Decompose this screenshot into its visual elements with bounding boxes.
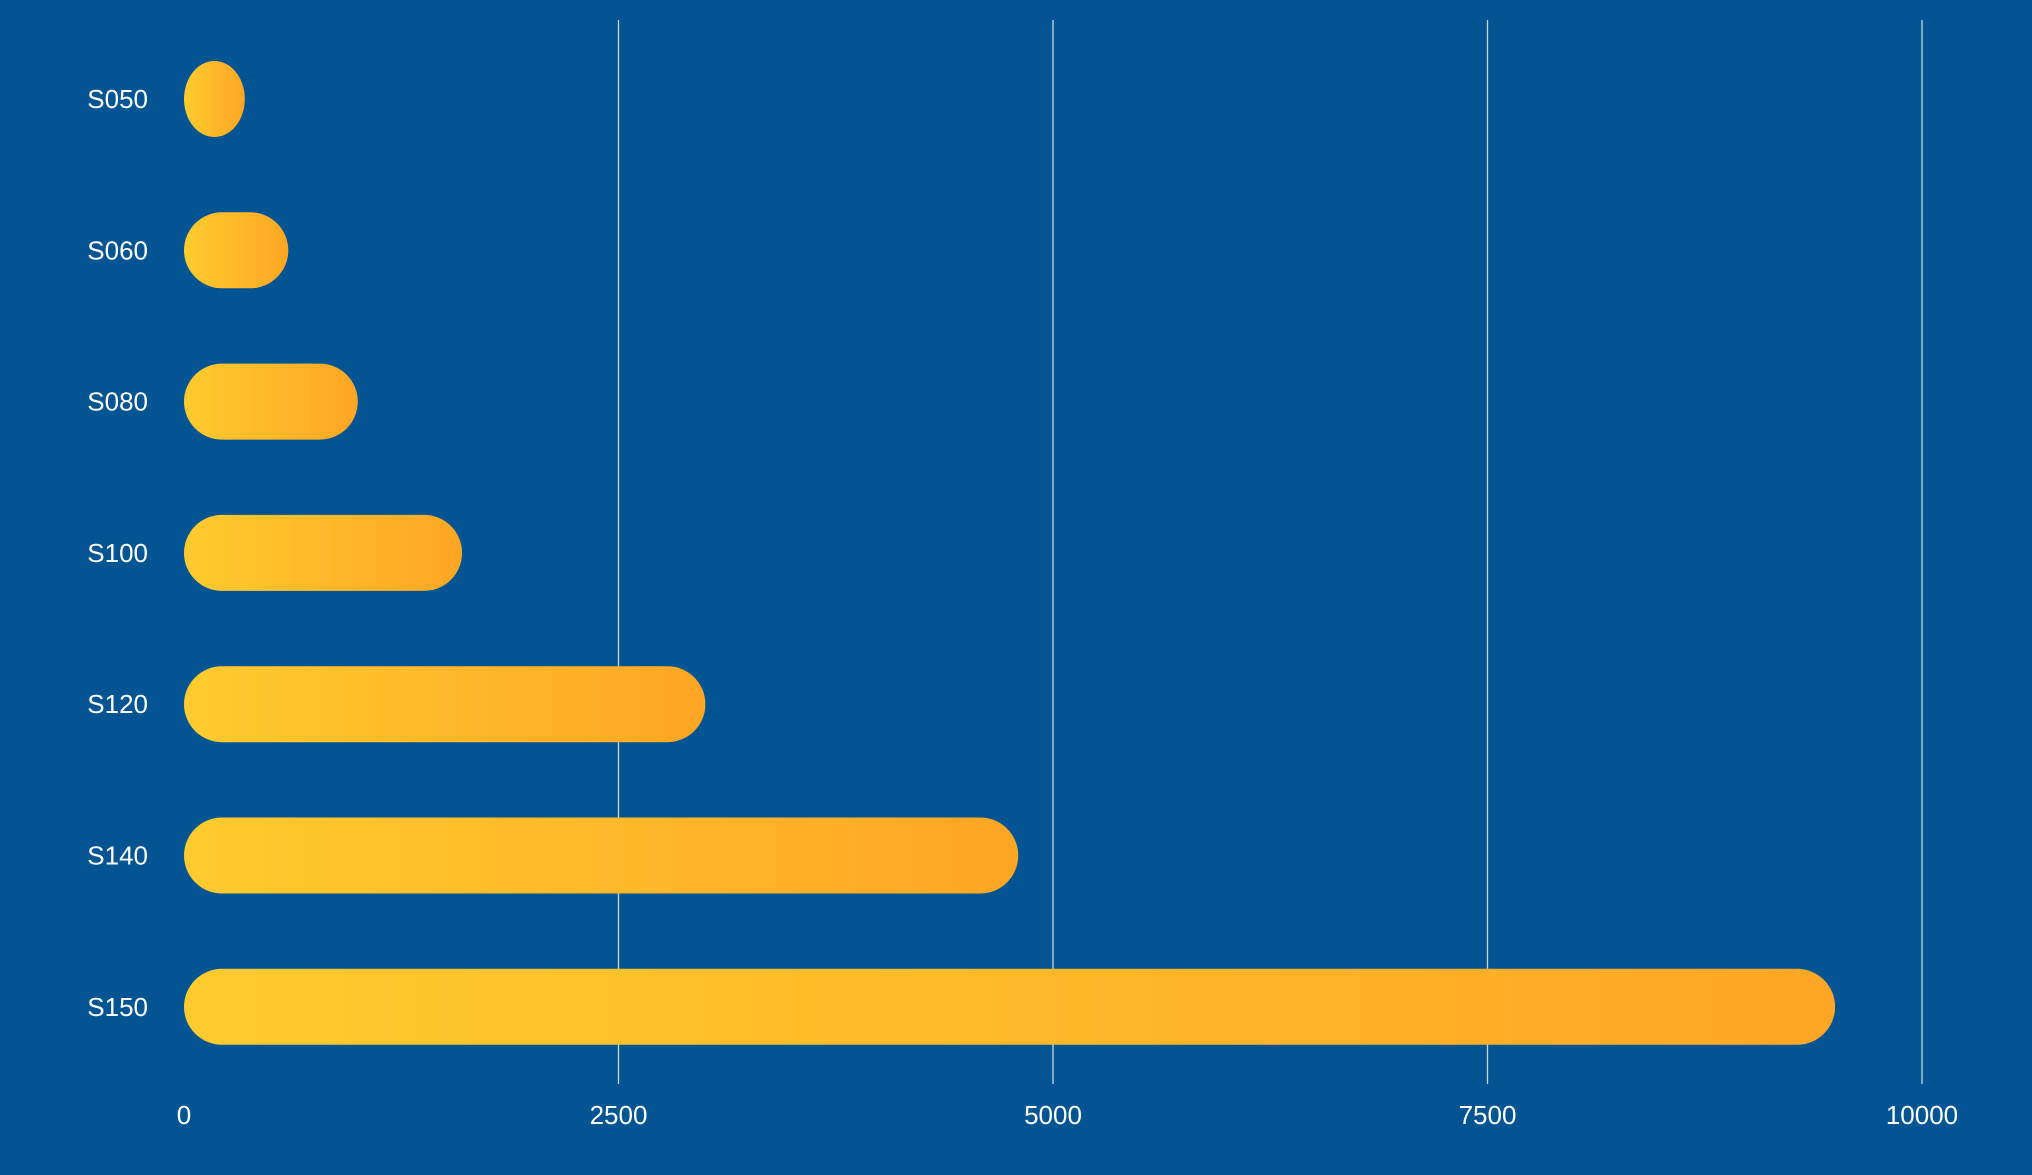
category-label-S080: S080: [87, 387, 148, 417]
category-label-S150: S150: [87, 992, 148, 1022]
gridlines: [617, 20, 1923, 1084]
bar-S150: [184, 968, 1836, 1045]
category-label-S060: S060: [87, 235, 148, 265]
bars: [184, 61, 1836, 1045]
category-label-S050: S050: [87, 84, 148, 114]
category-label-S100: S100: [87, 538, 148, 568]
bar-S080: [184, 363, 358, 440]
bar-S120: [184, 666, 706, 743]
bar-S050: [184, 61, 245, 137]
category-labels: S050 S060 S080 S100 S120 S140 S150: [87, 84, 148, 1022]
bar-S100: [184, 514, 463, 591]
bar-S140: [184, 817, 1019, 894]
x-tick-label: 7500: [1459, 1100, 1517, 1130]
x-tick-label: 10000: [1886, 1100, 1958, 1130]
bar-S060: [184, 212, 289, 289]
category-label-S140: S140: [87, 841, 148, 871]
category-label-S120: S120: [87, 689, 148, 719]
x-tick-label: 2500: [590, 1100, 648, 1130]
x-tick-label: 0: [177, 1100, 191, 1130]
x-axis-tick-labels: 0 2500 5000 7500 10000: [177, 1100, 1958, 1130]
x-tick-label: 5000: [1024, 1100, 1082, 1130]
